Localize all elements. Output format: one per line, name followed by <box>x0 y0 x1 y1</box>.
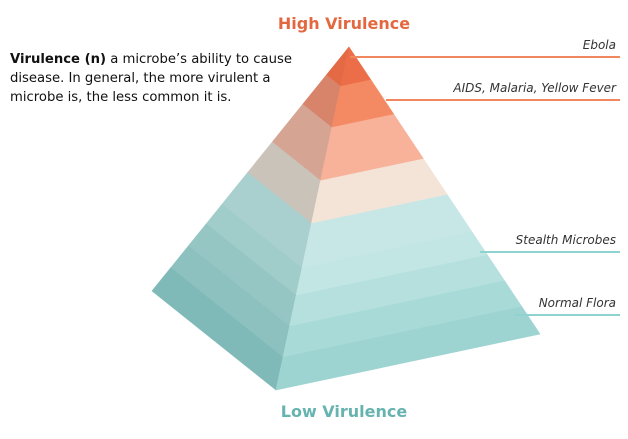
label-ebola: Ebola <box>582 38 616 52</box>
label-normal-flora: Normal Flora <box>538 296 616 310</box>
label-stealth-microbes: Stealth Microbes <box>515 233 616 247</box>
label-aids-malaria-yellow-fever: AIDS, Malaria, Yellow Fever <box>453 81 616 95</box>
pyramid-band-right-9 <box>275 306 541 391</box>
high-virulence-title: High Virulence <box>277 14 411 33</box>
low-virulence-title: Low Virulence <box>280 402 408 421</box>
definition-term: Virulence (n) <box>10 52 107 67</box>
definition-text: a microbe’s ability to cause disease. In… <box>10 52 292 105</box>
virulence-definition: Virulence (n) a microbe’s ability to cau… <box>10 50 310 107</box>
